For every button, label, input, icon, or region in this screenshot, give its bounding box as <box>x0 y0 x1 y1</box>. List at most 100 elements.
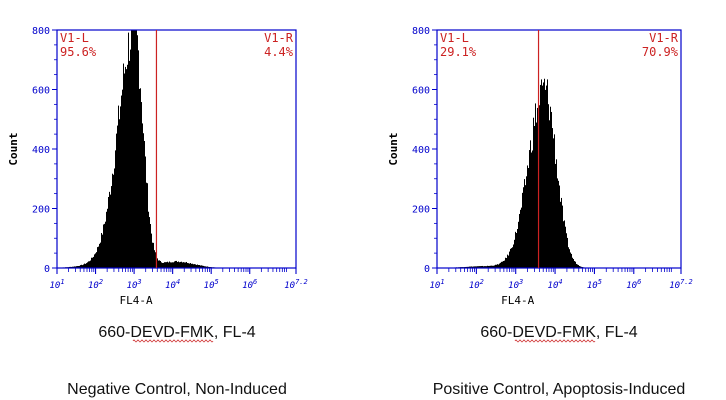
histogram-bar <box>98 246 99 268</box>
histogram-panel-1: 0 200 400 600 800 101 102 103 104 105 106 107.2 Coun… <box>7 26 308 398</box>
histogram-bar <box>207 266 208 268</box>
histogram-bar <box>498 264 499 268</box>
histogram-bar <box>472 266 473 268</box>
histogram-bars <box>448 78 586 269</box>
histogram-bar <box>552 128 553 268</box>
histogram-bar <box>505 257 506 268</box>
histogram-bar <box>164 262 165 268</box>
histogram-bar <box>525 185 526 268</box>
histogram-bar <box>482 265 483 268</box>
region-right-value: 4.4% <box>264 45 294 59</box>
histogram-bar <box>96 252 97 268</box>
histogram-bar <box>103 224 104 268</box>
histogram-bar <box>205 266 206 268</box>
histogram-bar <box>169 261 170 268</box>
histogram-bar <box>551 111 552 268</box>
spellcheck-underline <box>132 339 214 343</box>
histogram-bar <box>550 106 551 268</box>
y-tick-label: 0 <box>44 264 50 275</box>
x-tick-label: 107.2 <box>284 278 308 291</box>
y-tick-label: 600 <box>412 86 430 97</box>
histogram-bar <box>83 264 84 268</box>
histogram-bar <box>82 265 83 268</box>
histogram-bar <box>193 264 194 268</box>
histogram-bar <box>111 186 112 268</box>
histogram-bar <box>508 255 509 268</box>
histogram-bar <box>148 211 149 268</box>
histogram-bar <box>566 233 567 268</box>
region-left-name: V1-L <box>60 31 89 45</box>
region-right-value: 70.9% <box>642 45 679 59</box>
histogram-bar <box>202 265 203 268</box>
histogram-bar <box>119 119 120 269</box>
x-tick-label: 105 <box>587 278 602 291</box>
histogram-bar <box>145 156 146 268</box>
histogram-bar <box>176 260 177 268</box>
histogram-bar <box>523 187 524 268</box>
histogram-bar <box>536 122 537 268</box>
histogram-bar <box>506 258 507 268</box>
histogram-bar <box>126 69 127 268</box>
histogram-bar <box>99 243 100 268</box>
histogram-bar <box>526 176 527 268</box>
histogram-bar <box>151 233 152 268</box>
histogram-bar <box>572 257 573 268</box>
caption-condition: Positive Control, Apoptosis-Induced <box>433 381 686 398</box>
histogram-bar <box>539 105 540 269</box>
histogram-bar <box>488 265 489 268</box>
histogram-bar <box>470 266 471 268</box>
y-tick-label: 800 <box>32 26 50 37</box>
histogram-bar <box>578 265 579 268</box>
histogram-bar <box>154 250 155 268</box>
caption-reagent: 660-DEVD-FMK, FL-4 <box>98 324 255 341</box>
histogram-bar <box>132 30 133 268</box>
histogram-bar <box>515 231 516 268</box>
histogram-bar <box>519 213 520 268</box>
histogram-bar <box>478 266 479 268</box>
histogram-bar <box>149 217 150 268</box>
histogram-bar <box>141 102 142 268</box>
histogram-bar <box>497 264 498 268</box>
histogram-bar <box>524 179 525 268</box>
histogram-bar <box>579 265 580 268</box>
histogram-bar <box>110 194 111 268</box>
histogram-bar <box>93 256 94 268</box>
histogram-bar <box>480 266 481 268</box>
histogram-bar <box>196 264 197 268</box>
histogram-bar <box>155 252 156 268</box>
histogram-bar <box>191 263 192 268</box>
histogram-bar <box>129 60 130 269</box>
histogram-bar <box>109 191 110 268</box>
histogram-bar <box>116 133 117 268</box>
histogram-bar <box>78 266 79 268</box>
histogram-bar <box>201 265 202 268</box>
histogram-bar <box>500 262 501 268</box>
histogram-bar <box>503 261 504 268</box>
y-tick-label: 200 <box>412 205 430 216</box>
histogram-panel-2: 0 200 400 600 800 101 102 103 104 105 106 107.2 Coun… <box>387 26 693 398</box>
y-tick-label: 0 <box>424 264 430 275</box>
histogram-bar <box>170 262 171 268</box>
histogram-bar <box>102 234 103 268</box>
histogram-bar <box>546 85 547 268</box>
histogram-bar <box>89 261 90 268</box>
x-tick-label: 107.2 <box>669 278 693 291</box>
histogram-bar <box>76 266 77 268</box>
histogram-bar <box>502 261 503 268</box>
x-tick-label: 102 <box>469 278 484 291</box>
histogram-bar <box>108 196 109 268</box>
caption-condition: Negative Control, Non-Induced <box>67 381 287 398</box>
histogram-bar <box>180 261 181 268</box>
histogram-bar <box>514 239 515 268</box>
x-tick-label: 101 <box>49 278 64 291</box>
histogram-bar <box>73 266 74 268</box>
histogram-bar <box>122 89 123 268</box>
y-tick-label: 600 <box>32 86 50 97</box>
histogram-bar <box>140 88 141 269</box>
histogram-bar <box>171 262 172 268</box>
histogram-bar <box>483 266 484 268</box>
histogram-bar <box>104 223 105 268</box>
region-left-value: 29.1% <box>440 45 477 59</box>
histogram-bar <box>543 82 544 269</box>
histogram-bar <box>133 30 134 268</box>
